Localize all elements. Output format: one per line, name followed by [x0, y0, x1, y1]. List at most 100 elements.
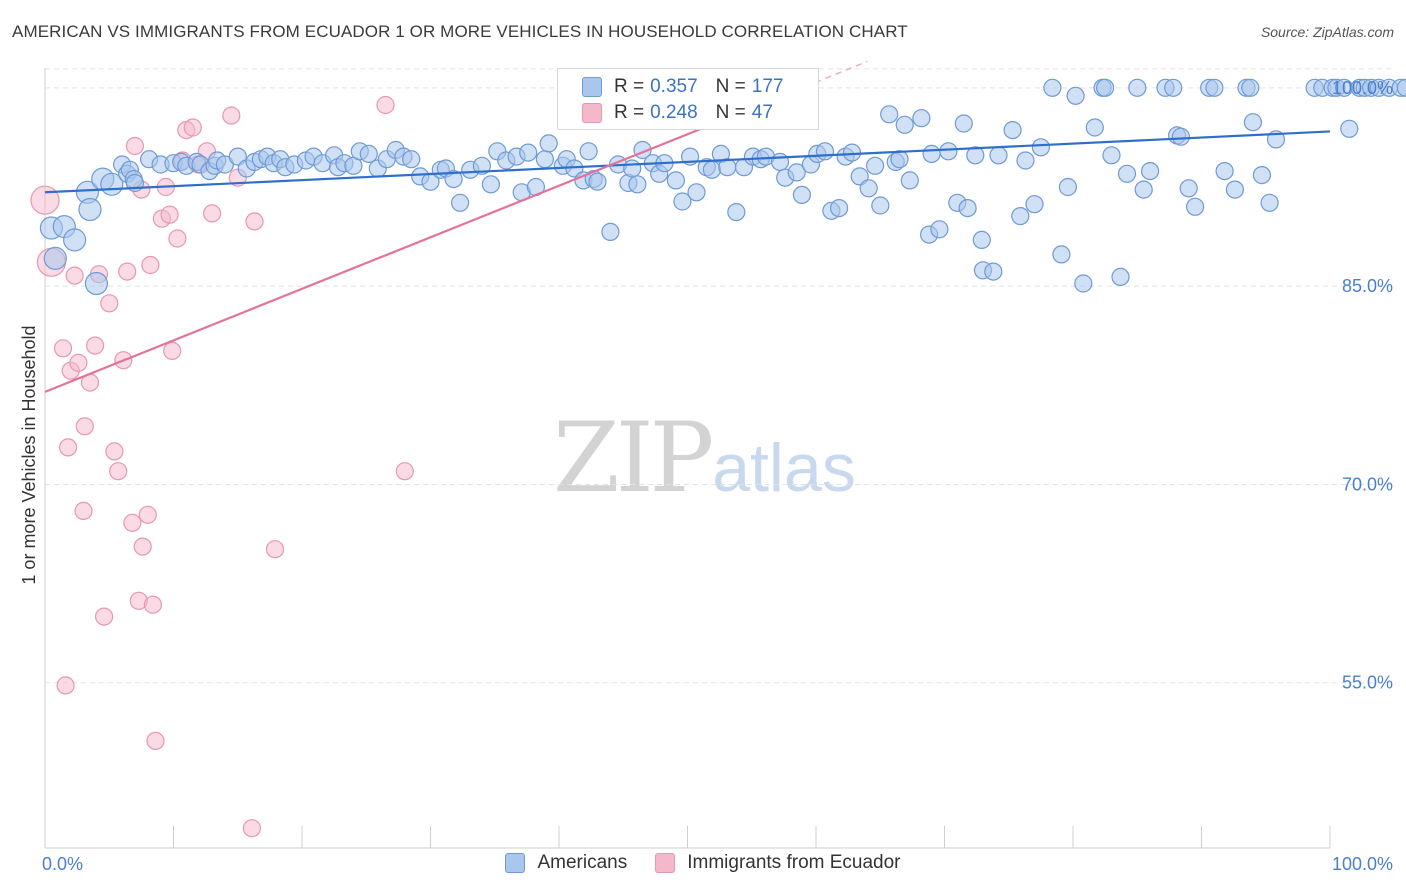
immigrants-point	[395, 462, 414, 481]
americans-point	[842, 143, 862, 162]
immigrants-point	[56, 676, 75, 695]
legend-n-value: 177	[751, 76, 784, 97]
x-tick-label: 0.0%	[42, 854, 83, 874]
immigrants-point	[168, 229, 187, 248]
americans-point	[1243, 113, 1263, 132]
americans-point	[1215, 162, 1234, 181]
americans-point	[727, 203, 746, 222]
americans-point	[900, 171, 919, 190]
immigrants-point	[143, 595, 162, 614]
immigrants-point	[125, 136, 144, 156]
immigrants-point	[203, 204, 222, 223]
americans-point	[588, 172, 607, 191]
immigrants-point	[94, 607, 114, 626]
immigrants-point	[146, 731, 165, 751]
americans-point	[1016, 151, 1035, 170]
americans-point	[628, 175, 647, 194]
americans-point	[1066, 86, 1085, 105]
americans-point	[966, 146, 985, 165]
americans-point	[481, 175, 500, 194]
americans-point	[402, 150, 421, 169]
immigrants-point	[160, 205, 179, 224]
americans-point	[1058, 177, 1078, 197]
americans-point	[535, 150, 555, 169]
immigrants-point	[183, 118, 202, 137]
americans-point	[865, 156, 885, 175]
immigrants-point	[74, 501, 93, 520]
immigrants-point	[65, 266, 84, 285]
source-label: Source: ZipAtlas.com	[1260, 24, 1394, 40]
legend-swatch-americans	[505, 853, 526, 873]
americans-point	[1102, 146, 1121, 165]
americans-point	[930, 220, 949, 239]
americans-point	[1085, 118, 1104, 137]
americans-point	[1340, 119, 1359, 138]
americans-point	[1074, 274, 1093, 293]
americans-point	[1205, 78, 1224, 97]
americans-point	[829, 199, 849, 218]
legend-swatch-immigrants	[655, 853, 676, 873]
zipatlas-watermark: ZIPatlas	[553, 402, 856, 514]
immigrants-trend-line	[44, 122, 714, 393]
legend-swatch-immigrants	[582, 103, 602, 123]
americans-point	[972, 230, 991, 249]
immigrants-point	[123, 513, 142, 532]
legend-r-key: R =	[614, 76, 645, 97]
americans-point	[1252, 166, 1272, 185]
correlation-legend: R = 0.357 N = 177 R = 0.248 N = 47	[557, 68, 819, 130]
americans-point	[601, 222, 620, 241]
americans-point	[890, 150, 909, 169]
americans-point	[871, 196, 890, 215]
americans-point	[1043, 78, 1062, 97]
americans-point	[989, 146, 1008, 165]
americans-point	[673, 192, 692, 211]
americans-point	[666, 171, 686, 190]
americans-point	[687, 183, 706, 202]
americans-point	[958, 199, 977, 218]
legend-item-immigrants: Immigrants from Ecuador	[655, 852, 901, 874]
legend-r-value: 0.357	[650, 76, 698, 97]
americans-point	[1225, 180, 1245, 199]
legend-label-immigrants: Immigrants from Ecuador	[687, 852, 901, 873]
immigrants-point	[222, 106, 241, 125]
americans-point	[1128, 78, 1147, 97]
legend-r-value: 0.248	[650, 102, 698, 123]
immigrants-point	[245, 212, 264, 231]
series-legend: Americans Immigrants from Ecuador	[0, 852, 1406, 874]
immigrants-point	[242, 819, 261, 838]
immigrants-point	[100, 294, 119, 313]
americans-point	[1025, 195, 1044, 214]
americans-point	[78, 197, 102, 222]
watermark-zip: ZIP	[553, 402, 714, 514]
y-tick-label: 100.0%	[1332, 78, 1393, 98]
americans-point	[1241, 78, 1260, 97]
americans-point	[1185, 197, 1205, 216]
americans-point	[1111, 267, 1130, 286]
americans-point	[451, 193, 470, 212]
legend-label-americans: Americans	[537, 852, 628, 873]
immigrants-point	[133, 537, 152, 556]
americans-point	[859, 179, 878, 198]
immigrants-point	[138, 505, 157, 524]
immigrants-point	[75, 417, 94, 436]
americans-point	[922, 144, 941, 163]
americans-point	[1003, 121, 1022, 140]
immigrants-point	[53, 339, 73, 358]
americans-point	[444, 170, 463, 189]
immigrants-point	[109, 462, 128, 481]
americans-point	[1031, 138, 1051, 157]
americans-point	[984, 262, 1003, 281]
x-tick-label: 100.0%	[1332, 854, 1393, 874]
immigrants-point	[163, 341, 182, 360]
americans-point	[1052, 245, 1071, 264]
legend-n-value: 47	[751, 102, 773, 123]
y-axis-label: 1 or more Vehicles in Household	[19, 325, 39, 584]
y-tick-label: 70.0%	[1342, 474, 1393, 494]
americans-point	[787, 163, 806, 182]
americans-point	[880, 105, 899, 124]
americans-point	[1117, 164, 1137, 183]
americans-point	[1179, 179, 1198, 198]
americans-point	[895, 115, 914, 134]
americans-point	[359, 144, 378, 163]
immigrants-point	[105, 442, 124, 461]
